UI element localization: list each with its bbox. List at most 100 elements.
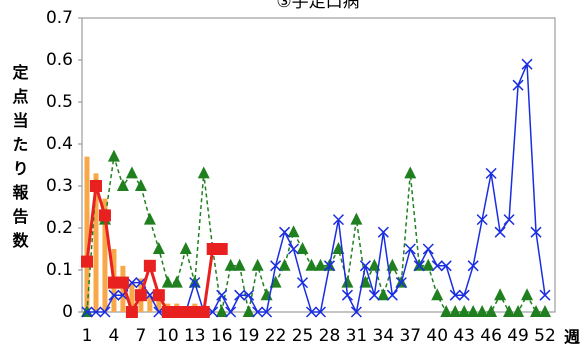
marker: [314, 258, 327, 271]
marker: [305, 306, 318, 318]
marker: [107, 149, 120, 162]
series-line: [87, 63, 546, 315]
marker: [90, 306, 102, 318]
marker: [108, 289, 120, 301]
x-tick-label: 22: [265, 326, 287, 346]
marker: [431, 288, 444, 301]
marker: [530, 226, 542, 238]
y-tick-label: 0.5: [46, 92, 73, 112]
marker: [539, 289, 551, 301]
x-tick-label: 16: [211, 326, 233, 346]
marker: [530, 305, 543, 317]
x-tick-label: 19: [238, 326, 260, 346]
marker: [395, 277, 407, 289]
marker: [368, 258, 381, 271]
marker: [341, 289, 353, 301]
y-tick-label: 0.2: [46, 218, 73, 238]
y-tick-label: 0.3: [46, 176, 73, 196]
marker: [350, 306, 362, 318]
marker: [125, 166, 138, 179]
marker: [233, 258, 246, 271]
marker: [503, 305, 516, 317]
y-axis-title: 定点当たり報告数: [10, 63, 30, 256]
marker: [189, 277, 201, 289]
marker: [359, 260, 371, 272]
marker: [485, 305, 498, 317]
marker: [215, 305, 228, 317]
marker: [314, 306, 327, 318]
marker: [467, 305, 480, 317]
marker: [476, 305, 489, 317]
marker: [143, 259, 156, 272]
marker: [261, 306, 273, 318]
x-tick-label: 49: [507, 326, 529, 346]
marker: [99, 306, 111, 318]
y-tick-label: 0.1: [46, 260, 73, 280]
marker: [134, 179, 147, 191]
marker: [539, 305, 551, 317]
marker: [521, 58, 533, 70]
marker: [440, 305, 453, 317]
marker: [170, 275, 183, 288]
marker: [242, 305, 255, 317]
x-tick-label: 28: [319, 326, 341, 346]
marker: [143, 212, 156, 225]
marker: [252, 306, 264, 318]
marker: [215, 243, 228, 255]
marker: [305, 258, 318, 271]
marker: [161, 275, 174, 288]
x-tick-label: 43: [453, 326, 475, 346]
marker: [413, 260, 425, 272]
marker: [270, 260, 282, 272]
x-tick-label: 1: [82, 326, 93, 346]
marker: [152, 242, 165, 254]
marker: [494, 226, 506, 238]
x-axis-title: 週: [564, 328, 580, 347]
x-tick-label: 7: [135, 326, 146, 346]
marker: [422, 243, 434, 255]
bar: [156, 299, 162, 312]
marker: [278, 258, 291, 271]
marker: [251, 258, 264, 271]
marker: [288, 243, 300, 255]
marker: [386, 258, 399, 271]
bar: [129, 282, 135, 312]
x-tick-label: 31: [346, 326, 368, 346]
y-tick-label: 0.6: [46, 50, 73, 70]
marker: [125, 306, 138, 318]
x-tick-label: 52: [534, 326, 556, 346]
y-tick-label: 0.4: [46, 134, 73, 154]
x-tick-label: 46: [480, 326, 502, 346]
marker: [134, 289, 147, 302]
marker: [179, 242, 192, 254]
x-tick-label: 13: [184, 326, 206, 346]
marker: [458, 289, 470, 301]
y-tick-label: 0: [62, 302, 73, 322]
marker: [512, 79, 524, 91]
marker: [467, 260, 479, 272]
marker: [323, 260, 336, 272]
marker: [296, 277, 309, 289]
x-tick-label: 37: [399, 326, 421, 346]
marker: [224, 258, 237, 271]
marker: [431, 260, 443, 272]
marker: [449, 289, 461, 301]
marker: [350, 212, 363, 225]
marker: [368, 289, 380, 301]
marker: [296, 242, 309, 254]
y-tick-label: 0.7: [46, 8, 73, 28]
marker: [279, 226, 291, 238]
marker: [81, 306, 93, 318]
marker: [377, 226, 389, 238]
marker: [521, 288, 534, 301]
bar: [93, 173, 99, 312]
marker: [116, 179, 129, 191]
marker: [440, 260, 452, 272]
marker: [404, 243, 416, 255]
x-tick-label: 4: [109, 326, 120, 346]
x-tick-label: 40: [426, 326, 448, 346]
marker: [404, 166, 417, 179]
chart-title: ③手足口病: [276, 0, 359, 12]
marker: [243, 289, 255, 301]
